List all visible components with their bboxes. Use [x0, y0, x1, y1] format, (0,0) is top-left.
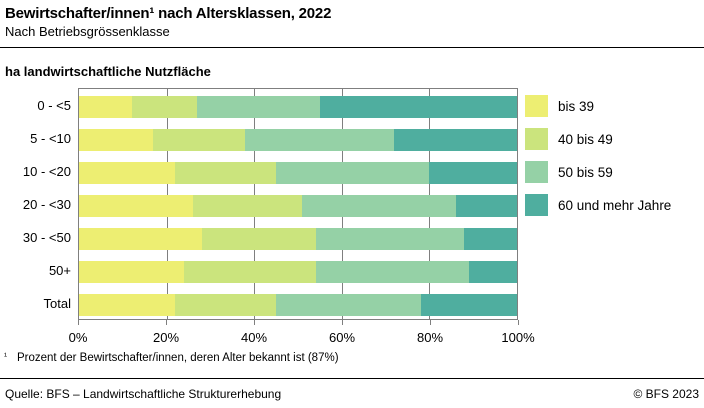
- bar-segment: [468, 261, 517, 283]
- x-axis-tick: [342, 320, 343, 325]
- bar-segment: [79, 261, 185, 283]
- footnote-marker: ¹: [4, 351, 7, 361]
- bar-segment: [79, 162, 176, 184]
- bar-segment: [420, 294, 517, 316]
- x-axis-label: 0%: [68, 330, 88, 345]
- legend-swatch: [525, 194, 548, 216]
- footnote: ¹ Prozent der Bewirtschafter/innen, dere…: [4, 351, 339, 364]
- bar-segment: [276, 294, 421, 316]
- bar-segment: [315, 228, 465, 250]
- legend-label: bis 39: [558, 99, 595, 114]
- bar-row: [79, 129, 517, 151]
- bar-row: [79, 162, 517, 184]
- y-axis-label: Total: [43, 296, 71, 311]
- bar-row: [79, 228, 517, 250]
- bar-segment: [302, 195, 456, 217]
- copyright-text: © BFS 2023: [633, 387, 699, 401]
- x-axis-label: 60%: [328, 330, 356, 345]
- legend-label: 40 bis 49: [558, 132, 613, 147]
- bar-row: [79, 261, 517, 283]
- x-axis-tick: [166, 320, 167, 325]
- bar-segment: [276, 162, 430, 184]
- legend-label: 60 und mehr Jahre: [558, 198, 672, 213]
- bar-segment: [79, 228, 202, 250]
- bar-segment: [79, 294, 176, 316]
- plot-area: [78, 88, 518, 320]
- y-axis-label: 30 - <50: [22, 230, 71, 245]
- bar-segment: [131, 96, 198, 118]
- legend-swatch: [525, 161, 548, 183]
- y-axis-label: 50+: [48, 263, 71, 278]
- bar-row: [79, 195, 517, 217]
- x-axis-label: 20%: [152, 330, 180, 345]
- legend-label: 50 bis 59: [558, 165, 613, 180]
- footer-divider: [0, 378, 704, 379]
- page-title: Bewirtschafter/innen¹ nach Altersklassen…: [5, 5, 332, 22]
- bar-segment: [429, 162, 517, 184]
- bar-segment: [319, 96, 517, 118]
- y-axis-label: 10 - <20: [22, 164, 71, 179]
- bar-segment: [153, 129, 246, 151]
- bar-segment: [79, 96, 132, 118]
- source-text: Quelle: BFS – Landwirtschaftliche Strukt…: [5, 387, 282, 401]
- bar-segment: [79, 195, 193, 217]
- bar-segment: [79, 129, 154, 151]
- x-axis-tick: [518, 320, 519, 325]
- bar-segment: [184, 261, 316, 283]
- bar-segment: [245, 129, 395, 151]
- bar-segment: [197, 96, 320, 118]
- y-axis-title: ha landwirtschaftliche Nutzfläche: [5, 64, 211, 79]
- footer: Quelle: BFS – Landwirtschaftliche Strukt…: [5, 387, 699, 401]
- y-axis-label: 20 - <30: [22, 197, 71, 212]
- bar-row: [79, 96, 517, 118]
- x-axis-tick: [254, 320, 255, 325]
- x-axis-tick: [78, 320, 79, 325]
- bar-segment: [394, 129, 517, 151]
- bar-segment: [455, 195, 517, 217]
- header-divider: [0, 47, 704, 48]
- page-subtitle: Nach Betriebsgrössenklasse: [5, 24, 170, 39]
- bar-segment: [192, 195, 303, 217]
- bar-segment: [175, 294, 277, 316]
- y-axis-label: 0 - <5: [37, 98, 71, 113]
- bar-segment: [175, 162, 277, 184]
- x-axis-label: 40%: [240, 330, 268, 345]
- footnote-text: Prozent der Bewirtschafter/innen, deren …: [17, 352, 339, 364]
- x-axis-label: 100%: [501, 330, 535, 345]
- legend-swatch: [525, 128, 548, 150]
- x-axis-label: 80%: [416, 330, 444, 345]
- bar-row: [79, 294, 517, 316]
- bar-segment: [315, 261, 469, 283]
- x-axis-tick: [430, 320, 431, 325]
- legend-swatch: [525, 95, 548, 117]
- y-axis-label: 5 - <10: [30, 131, 71, 146]
- bar-segment: [464, 228, 517, 250]
- bar-segment: [201, 228, 316, 250]
